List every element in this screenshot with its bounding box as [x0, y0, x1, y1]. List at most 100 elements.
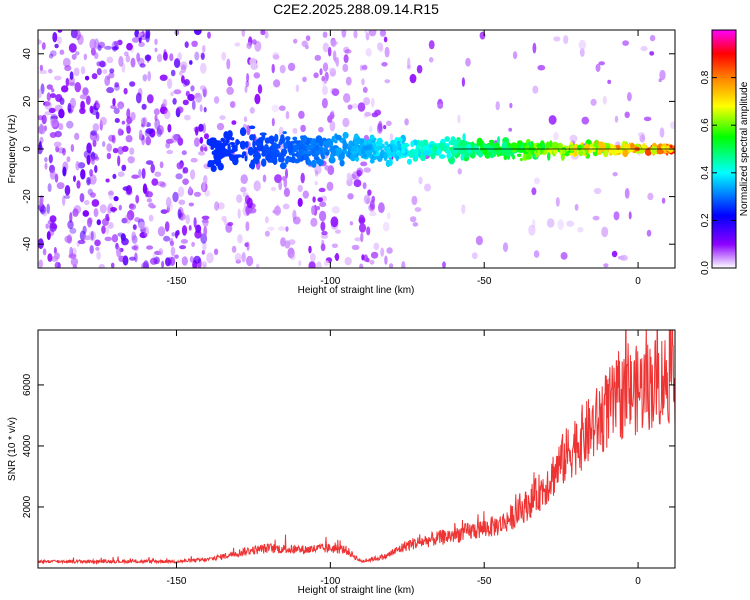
heatmap-speckle	[234, 42, 241, 47]
heatmap-speckle	[51, 88, 55, 93]
heatmap-carrier-cell	[584, 143, 590, 151]
heatmap-carrier-cell	[444, 136, 451, 142]
heatmap-speckle	[58, 108, 65, 119]
heatmap-speckle	[328, 67, 337, 72]
heatmap-speckle	[169, 53, 174, 62]
heatmap-speckle	[181, 75, 185, 84]
heatmap-speckle	[287, 247, 295, 259]
heatmap-carrier-cell	[577, 144, 582, 151]
heatmap-speckle	[416, 64, 423, 74]
heatmap-carrier-cell	[461, 153, 465, 161]
heatmap-speckle	[69, 212, 73, 223]
heatmap-speckle	[365, 48, 372, 57]
heatmap-speckle	[124, 213, 132, 224]
heatmap-speckle	[334, 254, 340, 259]
heatmap-speckle	[142, 116, 148, 127]
heatmap-carrier-cell	[332, 151, 337, 157]
snr-xlabel: Height of straight line (km)	[298, 585, 415, 596]
heatmap-carrier-cell	[261, 133, 266, 141]
heatmap-carrier-cell	[230, 137, 235, 141]
heatmap-speckle	[298, 260, 302, 267]
heatmap-speckle	[146, 198, 153, 203]
heatmap-speckle	[177, 137, 184, 146]
heatmap-speckle	[285, 168, 288, 180]
heatmap-speckle	[99, 60, 106, 68]
heatmap-speckle	[136, 52, 141, 62]
heatmap-speckle	[67, 102, 72, 113]
heatmap-speckle	[531, 187, 537, 196]
heatmap-speckle	[117, 155, 121, 167]
heatmap-speckle	[65, 77, 70, 87]
heatmap-speckle	[318, 126, 324, 133]
heatmap-speckle	[471, 252, 478, 260]
heatmap-carrier-cell	[421, 139, 429, 148]
heatmap-speckle	[110, 105, 117, 109]
heatmap-speckle	[217, 202, 225, 210]
heatmap-speckle	[257, 84, 263, 94]
heatmap-speckle	[271, 104, 280, 113]
heatmap-speckle	[55, 94, 63, 102]
heatmap-speckle	[104, 45, 112, 50]
heatmap-speckle	[254, 93, 261, 105]
heatmap-carrier-cell	[457, 146, 464, 155]
heatmap-speckle	[68, 43, 77, 53]
heatmap-speckle	[424, 183, 431, 192]
heatmap-carrier-cell	[271, 148, 276, 152]
heatmap-speckle	[194, 137, 200, 147]
heatmap-speckle	[72, 208, 79, 217]
heatmap-speckle	[145, 31, 150, 43]
heatmap-speckle	[185, 214, 190, 225]
heatmap-speckle	[260, 30, 266, 36]
heatmap-speckle	[131, 231, 136, 241]
snr-y-tick-label: 6000	[22, 373, 33, 396]
y-tick-label: -20	[22, 189, 33, 204]
heatmap-carrier-cell	[395, 151, 403, 157]
heatmap-carrier-cell	[227, 143, 231, 153]
heatmap-speckle	[365, 32, 370, 41]
heatmap-speckle	[377, 42, 384, 51]
heatmap-speckle	[165, 142, 171, 149]
heatmap-speckle	[428, 57, 434, 63]
heatmap-carrier-cell	[279, 153, 286, 157]
heatmap-carrier-cell	[335, 134, 342, 141]
heatmap-speckle	[88, 230, 97, 242]
heatmap-speckle	[145, 160, 154, 165]
colorbar-ticks: 0.0 0.2 0.4 0.6 0.8	[700, 70, 736, 275]
heatmap-speckle	[108, 222, 114, 229]
heatmap-speckle	[138, 32, 144, 38]
heatmap-speckle	[528, 224, 536, 236]
heatmap-speckle	[134, 30, 140, 38]
heatmap-carrier-cell	[410, 140, 415, 148]
heatmap-speckle	[384, 46, 390, 58]
heatmap-carrier-cell	[565, 151, 570, 157]
x-tick-label: -150	[166, 276, 186, 287]
heatmap-speckle	[42, 248, 47, 256]
heatmap-speckle	[180, 64, 187, 73]
heatmap-speckle	[118, 56, 124, 67]
heatmap-speckle	[361, 65, 368, 70]
heatmap-speckle	[146, 54, 150, 63]
heatmap-speckle	[363, 194, 371, 205]
heatmap-speckle	[321, 98, 328, 109]
heatmap-carrier-cell	[459, 139, 467, 147]
heatmap-speckle	[112, 173, 117, 179]
heatmap-speckle	[116, 246, 122, 258]
heatmap-speckle	[200, 52, 205, 61]
heatmap-speckle	[314, 170, 319, 177]
heatmap-speckle	[70, 257, 79, 267]
heatmap-speckle	[141, 136, 145, 146]
heatmap-speckle	[154, 38, 158, 45]
heatmap-speckle	[101, 61, 107, 68]
heatmap-carrier-cell	[536, 143, 543, 148]
heatmap-speckle	[362, 86, 368, 93]
heatmap-speckle	[602, 95, 607, 105]
heatmap-carrier-cell	[328, 139, 334, 148]
heatmap-speckle	[91, 199, 100, 207]
heatmap-carrier-cell	[346, 146, 352, 150]
heatmap-speckle	[461, 77, 465, 87]
heatmap-speckle	[326, 181, 334, 191]
heatmap-speckle	[38, 39, 42, 45]
heatmap-speckle	[39, 64, 44, 72]
heatmap-carrier-cell	[308, 144, 315, 150]
heatmap-speckle	[349, 174, 357, 180]
